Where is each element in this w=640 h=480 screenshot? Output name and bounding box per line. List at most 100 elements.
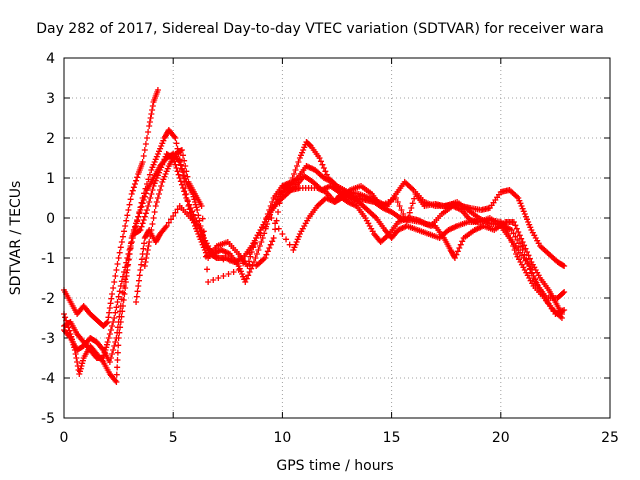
data-point (518, 235, 525, 242)
data-point (134, 217, 141, 223)
data-point (521, 211, 528, 217)
data-point (127, 196, 134, 203)
data-point (157, 145, 164, 152)
series-track-f (133, 183, 565, 317)
data-point (105, 314, 112, 321)
data-point (516, 240, 522, 247)
data-point (453, 251, 460, 258)
data-point (560, 262, 567, 269)
data-point (560, 290, 567, 296)
data-point (178, 165, 185, 172)
data-point (128, 239, 135, 245)
data-point (512, 222, 519, 229)
data-point (141, 213, 148, 220)
data-point (558, 311, 565, 317)
data-point (178, 147, 185, 153)
data-point (263, 251, 270, 258)
data-point (519, 205, 526, 212)
data-point (130, 227, 137, 233)
data-point (194, 207, 201, 213)
data-point (525, 219, 532, 225)
data-point (148, 111, 155, 117)
data-point (172, 135, 179, 141)
data-point (242, 279, 249, 285)
data-point (139, 251, 146, 257)
data-point (163, 168, 170, 175)
y-tick-label: -3 (41, 331, 55, 347)
data-point (112, 273, 119, 279)
data-point (62, 314, 69, 321)
data-point (114, 299, 121, 305)
data-point (111, 343, 118, 349)
data-point (117, 244, 124, 251)
data-point (150, 215, 157, 221)
data-point (520, 208, 527, 215)
data-point (145, 243, 152, 249)
y-tick-label: -5 (41, 411, 55, 427)
data-point (78, 363, 85, 369)
data-point (153, 199, 160, 205)
data-point (143, 135, 150, 141)
data-point (200, 235, 207, 241)
y-tick-label: 1 (46, 171, 55, 187)
data-point (146, 239, 153, 245)
data-point (180, 152, 187, 159)
data-point (158, 183, 165, 189)
data-point (133, 299, 140, 305)
data-point (146, 123, 153, 129)
x-tick-label: 0 (60, 430, 69, 446)
data-point (141, 240, 148, 247)
data-point (291, 244, 298, 251)
data-point (139, 200, 146, 207)
data-point (240, 260, 247, 267)
data-point (400, 211, 407, 217)
data-point (137, 207, 144, 213)
data-point (114, 349, 121, 356)
data-point (172, 161, 179, 168)
data-point (454, 248, 461, 255)
y-axis-label: SDTVAR / TECUs (8, 181, 24, 296)
data-point (246, 249, 253, 256)
data-point (110, 319, 117, 325)
data-point (137, 227, 144, 233)
data-point (205, 279, 212, 285)
data-point (533, 279, 540, 286)
data-point (113, 267, 120, 273)
data-point (154, 151, 161, 157)
data-point (181, 157, 188, 164)
data-point (398, 207, 405, 213)
data-point (220, 256, 227, 263)
x-tick-label: 10 (273, 430, 291, 446)
y-tick-label: -2 (41, 291, 55, 307)
data-point (113, 335, 120, 341)
data-point (112, 309, 119, 316)
data-point (108, 295, 115, 302)
data-point (515, 229, 522, 235)
data-point (72, 351, 79, 357)
data-point (124, 263, 131, 269)
data-point (133, 177, 140, 184)
data-point (515, 195, 522, 201)
data-point (522, 213, 529, 220)
y-tick-label: 3 (46, 91, 55, 107)
series-track-e (141, 147, 568, 285)
data-point (180, 185, 187, 191)
data-point (106, 305, 113, 311)
data-point (225, 271, 232, 277)
data-point (243, 275, 250, 282)
data-point (114, 364, 121, 371)
data-point (183, 195, 190, 201)
data-point (172, 209, 179, 216)
data-point (74, 359, 81, 365)
data-point (525, 252, 532, 259)
data-point (170, 213, 177, 219)
data-point (141, 263, 148, 269)
data-point (107, 355, 114, 361)
data-point (149, 107, 156, 113)
data-point (204, 266, 211, 273)
data-point (195, 212, 202, 219)
data-point (165, 219, 172, 226)
data-point (105, 335, 112, 341)
data-point (159, 179, 166, 185)
data-point (408, 205, 415, 211)
